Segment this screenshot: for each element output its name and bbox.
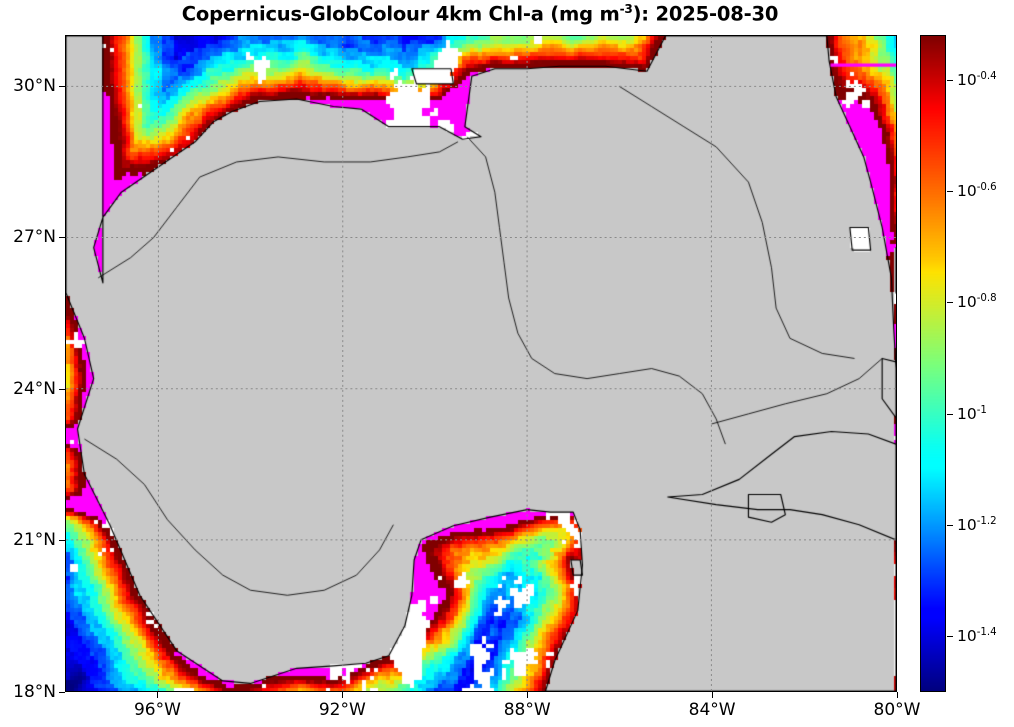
x-tick	[897, 692, 898, 698]
y-tick-label: 21°N	[13, 530, 56, 551]
x-tick	[342, 692, 344, 698]
colorbar-tick	[947, 79, 953, 81]
x-tick	[527, 692, 529, 698]
colorbar-tick-label: 10-1	[957, 404, 987, 423]
x-tick-label: 88°W	[503, 700, 551, 720]
colorbar-tick	[947, 636, 953, 638]
colorbar-tick-label: 10-0.8	[957, 293, 997, 312]
colorbar-tick-label: 10-0.6	[957, 181, 997, 200]
colorbar-tick-label: 10-1.2	[957, 515, 997, 535]
colorbar-tick	[947, 302, 953, 304]
colorbar-tick	[947, 190, 953, 192]
colorbar-tick-label: 10-1.4	[957, 627, 997, 646]
chlorophyll-heatmap	[66, 36, 896, 691]
y-tick	[59, 540, 65, 542]
colorbar[interactable]	[920, 35, 946, 692]
colorbar-tick-label: 10-0.4	[957, 70, 997, 89]
x-tick	[157, 692, 159, 698]
y-tick-label: 27°N	[13, 227, 56, 248]
y-tick	[59, 388, 65, 390]
y-tick	[59, 692, 65, 693]
y-tick-label: 24°N	[13, 378, 56, 399]
x-tick-label: 92°W	[318, 700, 366, 720]
page-title: Copernicus-GlobColour 4km Chl-a (mg m-3)…	[0, 2, 960, 26]
title-exponent: -3	[619, 2, 633, 16]
y-tick	[59, 85, 65, 87]
x-tick-label: 84°W	[688, 700, 736, 720]
y-tick	[59, 237, 65, 239]
x-tick-label: 96°W	[133, 700, 181, 720]
x-tick	[712, 692, 714, 698]
colorbar-tick	[947, 413, 953, 415]
x-tick-label: 80°W	[873, 700, 921, 720]
y-tick-label: 18°N	[13, 682, 56, 702]
map-plot-area[interactable]	[65, 35, 897, 692]
colorbar-tick	[947, 524, 953, 526]
title-suffix: ): 2025-08-30	[632, 2, 779, 26]
title-prefix: Copernicus-GlobColour 4km Chl-a (mg m	[181, 2, 620, 26]
y-tick-label: 30°N	[13, 75, 56, 96]
